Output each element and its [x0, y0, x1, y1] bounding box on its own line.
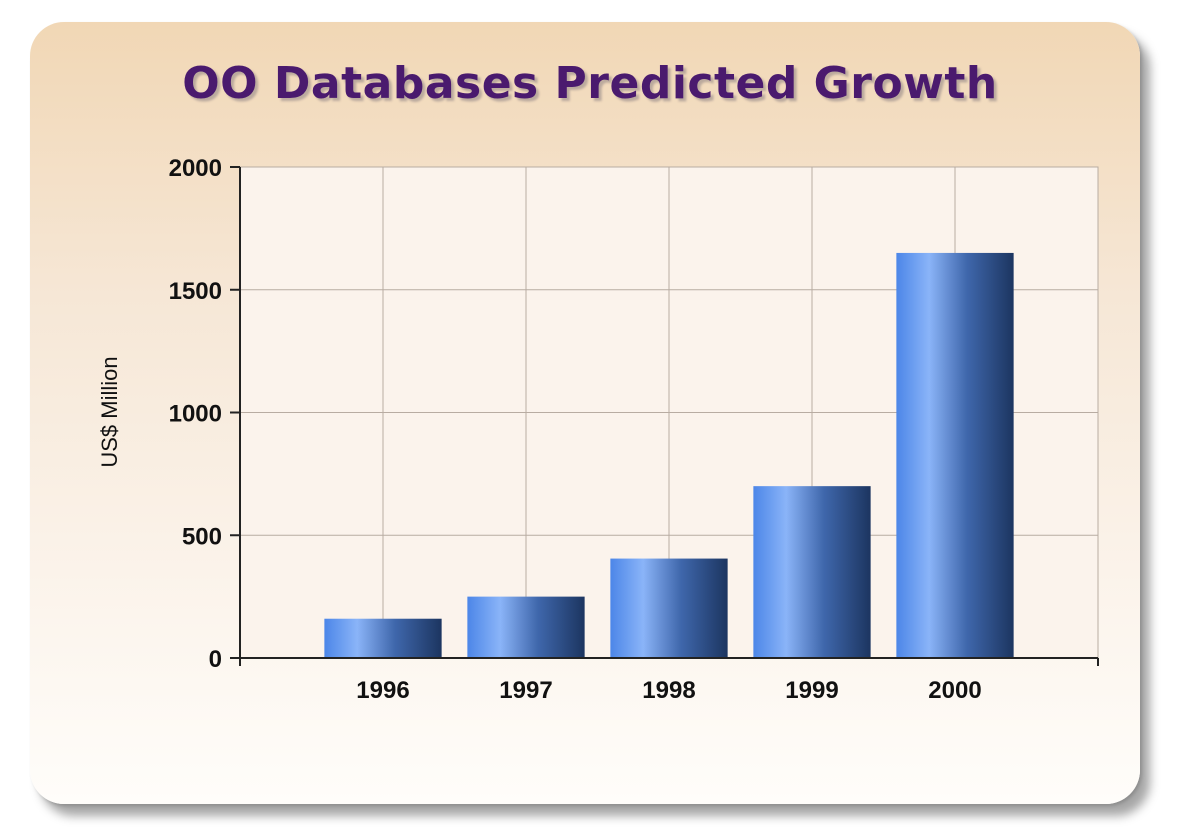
bar-2000: [896, 252, 1014, 659]
y-axis-label: US$ Million: [97, 356, 122, 467]
x-tick-label: 1997: [499, 677, 552, 704]
y-tick-label: 2000: [169, 155, 222, 182]
chart-title: OO Databases Predicted Growth: [182, 58, 998, 109]
axes: [230, 166, 1099, 666]
tick-labels: 0 500 1000 1500 2000 1996 1997 1998 1999 2000: [169, 155, 982, 704]
y-tick-label: 1500: [169, 278, 222, 305]
bar-1999: [753, 486, 871, 658]
bar-1998: [610, 558, 728, 658]
bar-1997: [467, 596, 585, 658]
x-tick-label: 2000: [928, 677, 981, 704]
y-tick-label: 1000: [169, 401, 222, 428]
x-tick-label: 1996: [356, 677, 409, 704]
x-tick-label: 1998: [642, 677, 695, 704]
y-tick-label: 0: [209, 646, 222, 673]
bars: [324, 252, 1014, 659]
y-tick-label: 500: [182, 523, 222, 550]
bar-1996: [324, 618, 442, 658]
x-tick-label: 1999: [785, 677, 838, 704]
